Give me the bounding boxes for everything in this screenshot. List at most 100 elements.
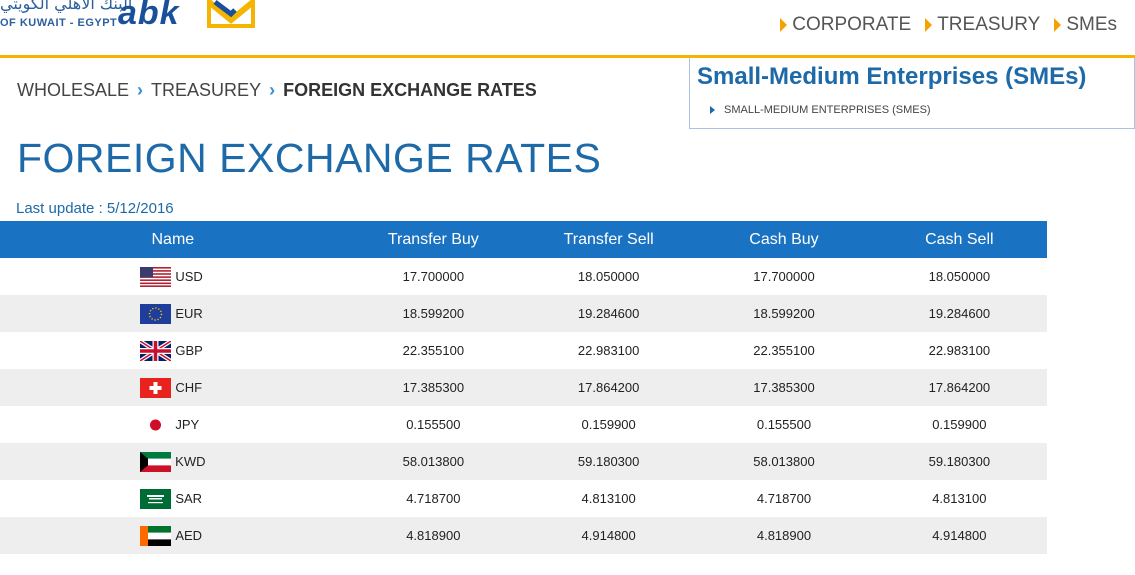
nav-smes[interactable]: SMEs: [1054, 14, 1117, 36]
nav-treasury[interactable]: TREASURY: [925, 14, 1040, 36]
table-row: SAR 4.718700 4.813100 4.718700 4.813100: [0, 480, 1047, 517]
breadcrumb: WHOLESALE › TREASUREY › FOREIGN EXCHANGE…: [17, 80, 537, 101]
cash-sell-value: 18.050000: [928, 269, 991, 284]
nav-corporate-label: CORPORATE: [792, 14, 912, 35]
sme-link-label: SMALL-MEDIUM ENTERPRISES (SMES): [724, 104, 931, 116]
table-row: USD 17.700000 18.050000 17.700000 18.050…: [0, 258, 1047, 295]
kuwait-flag-icon: [140, 451, 172, 472]
table-row: KWD 58.013800 59.180300 58.013800 59.180…: [0, 443, 1047, 480]
breadcrumb-treasury[interactable]: TREASUREY: [151, 80, 262, 100]
transfer-sell-value: 18.050000: [577, 269, 640, 284]
transfer-buy-value: 0.155500: [406, 417, 461, 432]
transfer-buy-value: 17.385300: [402, 380, 465, 395]
logo-subtitle: OF KUWAIT - EGYPT: [0, 17, 118, 29]
cash-buy-value: 17.385300: [753, 380, 815, 395]
abk-logo[interactable]: البنك الأهلي الكويتي OF KUWAIT - EGYPT A…: [0, 0, 270, 40]
currency-name: GBP: [0, 340, 346, 361]
nav-corporate[interactable]: CORPORATE: [780, 14, 911, 36]
japan-flag-icon: [140, 414, 172, 435]
currency-code: EUR: [175, 306, 203, 321]
transfer-sell-value: 4.914800: [581, 528, 636, 543]
table-row: AED 4.818900 4.914800 4.818900 4.914800: [0, 517, 1047, 554]
cash-buy-value: 4.818900: [756, 528, 812, 543]
transfer-buy-value: 4.818900: [406, 528, 461, 543]
breadcrumb-wholesale[interactable]: WHOLESALE: [17, 80, 130, 100]
site-header: البنك الأهلي الكويتي OF KUWAIT - EGYPT A…: [0, 0, 1135, 58]
currency-name: EUR: [0, 303, 346, 324]
currency-code: AED: [175, 528, 203, 543]
cash-buy-value: 18.599200: [753, 306, 815, 321]
transfer-buy-value: 22.355100: [402, 343, 465, 358]
transfer-buy-value: 58.013800: [402, 454, 465, 469]
us-flag-icon: [140, 266, 172, 287]
chevron-right-icon: ›: [137, 80, 144, 100]
sme-panel-title: Small-Medium Enterprises (SMEs): [697, 63, 1087, 90]
table-row: CHF 17.385300 17.864200 17.385300 17.864…: [0, 369, 1047, 406]
uk-flag-icon: [140, 340, 172, 361]
cash-buy-value: 4.718700: [756, 491, 812, 506]
transfer-buy-value: 18.599200: [402, 306, 465, 321]
breadcrumb-current: FOREIGN EXCHANGE RATES: [283, 80, 537, 100]
transfer-sell-value: 4.813100: [581, 491, 636, 506]
currency-code: KWD: [175, 454, 206, 469]
currency-code: GBP: [175, 343, 203, 358]
eu-flag-icon: [140, 303, 172, 324]
transfer-sell-value: 17.864200: [577, 380, 640, 395]
table-row: GBP 22.355100 22.983100 22.355100 22.983…: [0, 332, 1047, 369]
logo-arabic-text: البنك الأهلي الكويتي: [0, 0, 133, 13]
currency-name: CHF: [0, 377, 346, 398]
header-cash-sell: Cash Sell: [925, 230, 994, 248]
top-nav: CORPORATE TREASURY SMEs: [780, 14, 1117, 36]
uae-flag-icon: [140, 525, 172, 546]
currency-code: JPY: [175, 417, 200, 432]
cash-buy-value: 17.700000: [753, 269, 815, 284]
swiss-flag-icon: [140, 377, 172, 398]
currency-name: JPY: [0, 414, 346, 435]
cash-sell-value: 4.813100: [932, 491, 987, 506]
table-header-row: Name Transfer Buy Transfer Sell Cash Buy…: [0, 221, 1047, 258]
exchange-rates-table: Name Transfer Buy Transfer Sell Cash Buy…: [0, 221, 1047, 554]
currency-code: USD: [175, 269, 203, 284]
header-transfer-sell: Transfer Sell: [563, 230, 654, 248]
currency-name: AED: [0, 525, 346, 546]
cash-buy-value: 22.355100: [753, 343, 815, 358]
currency-name: KWD: [0, 451, 346, 472]
currency-name: SAR: [0, 488, 346, 509]
nav-treasury-label: TREASURY: [937, 14, 1041, 35]
sme-panel: Small-Medium Enterprises (SMEs) SMALL-ME…: [689, 58, 1135, 129]
transfer-buy-value: 17.700000: [402, 269, 465, 284]
table-row: EUR 18.599200 19.284600 18.599200 19.284…: [0, 295, 1047, 332]
saudi-flag-icon: [140, 488, 172, 509]
cash-sell-value: 59.180300: [928, 454, 991, 469]
transfer-buy-value: 4.718700: [406, 491, 461, 506]
currency-code: SAR: [175, 491, 203, 506]
last-update: Last update : 5/12/2016: [16, 200, 174, 217]
table-row: JPY 0.155500 0.159900 0.155500 0.159900: [0, 406, 1047, 443]
header-cash-buy: Cash Buy: [749, 230, 819, 248]
transfer-sell-value: 19.284600: [577, 306, 640, 321]
chevron-right-icon: ›: [269, 80, 276, 100]
transfer-sell-value: 0.159900: [581, 417, 636, 432]
arrow-right-icon: [1054, 18, 1062, 32]
cash-sell-value: 4.914800: [932, 528, 987, 543]
arrow-right-icon: [925, 18, 933, 32]
arrow-right-icon: [710, 106, 715, 114]
currency-code: CHF: [175, 380, 203, 395]
abk-logo-mark-icon: [207, 0, 255, 28]
cash-sell-value: 22.983100: [928, 343, 991, 358]
sme-link[interactable]: SMALL-MEDIUM ENTERPRISES (SMES): [710, 104, 931, 116]
currency-name: USD: [0, 266, 346, 287]
cash-buy-value: 58.013800: [753, 454, 815, 469]
cash-sell-value: 0.159900: [932, 417, 987, 432]
cash-sell-value: 19.284600: [928, 306, 991, 321]
header-name: Name: [151, 230, 195, 248]
cash-sell-value: 17.864200: [928, 380, 991, 395]
page-title: FOREIGN EXCHANGE RATES: [17, 135, 602, 181]
header-transfer-buy: Transfer Buy: [387, 230, 479, 248]
cash-buy-value: 0.155500: [756, 417, 812, 432]
transfer-sell-value: 59.180300: [577, 454, 640, 469]
nav-smes-label: SMEs: [1066, 14, 1117, 35]
transfer-sell-value: 22.983100: [577, 343, 640, 358]
arrow-right-icon: [780, 18, 788, 32]
logo-wordmark: ABK: [118, 0, 180, 32]
